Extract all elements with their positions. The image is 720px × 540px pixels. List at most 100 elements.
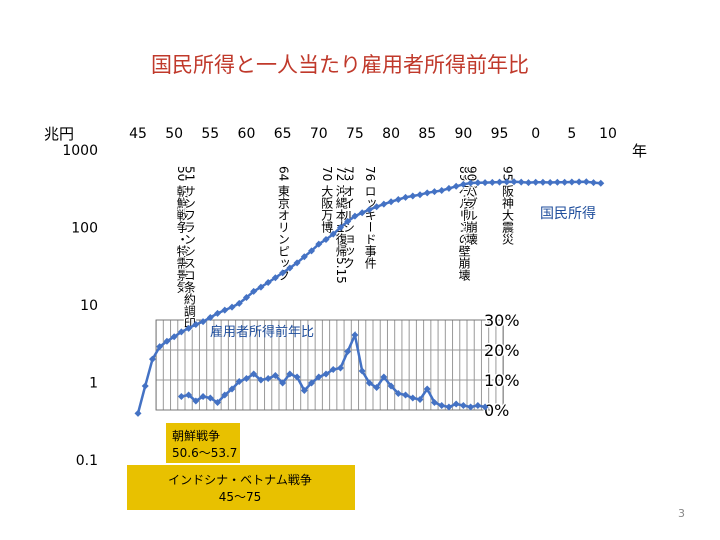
national-income-point <box>423 189 431 197</box>
national-income-point <box>459 180 467 188</box>
y-unit-label: 兆円 <box>44 125 74 143</box>
national-income-point <box>568 178 576 186</box>
event-annotation: 89 ベルリンの壁崩壊 <box>457 166 471 282</box>
national-income-point <box>315 240 323 248</box>
income-series-label: 国民所得 <box>540 205 596 222</box>
plot-area <box>120 150 618 460</box>
national-income-point <box>228 303 236 311</box>
x-tick-label: 5 <box>567 126 576 142</box>
employee-income-point <box>329 366 337 373</box>
indochina-war-box: インドシナ・ベトナム戦争 45～75 <box>127 465 355 510</box>
national-income-point <box>416 191 424 199</box>
national-income-point <box>561 178 569 186</box>
national-income-point <box>474 179 482 187</box>
y2-tick-label: 30% <box>484 311 520 330</box>
employee-income-point <box>351 331 359 339</box>
national-income-point <box>380 200 388 208</box>
national-income-point <box>257 283 265 291</box>
national-income-point <box>170 333 178 341</box>
employee-income-point <box>474 402 482 409</box>
chart-title: 国民所得と一人当たり雇用者所得前年比 <box>151 53 529 77</box>
y-tick-label: 100 <box>71 221 98 237</box>
employee-income-point <box>344 348 352 355</box>
employee-income-point <box>293 373 301 381</box>
national-income-point <box>503 178 511 186</box>
indochina-line2: 45～75 <box>219 490 262 504</box>
employee-income-point <box>358 367 366 375</box>
national-income-point <box>344 217 352 225</box>
x-tick-label: 65 <box>274 126 292 142</box>
korean-war-box: 朝鮮戦争 50.6～53.7 <box>166 423 240 463</box>
national-income-point <box>510 178 518 186</box>
national-income-point <box>387 198 395 206</box>
national-income-point <box>271 274 279 282</box>
employee-income-point <box>214 399 222 406</box>
national-income-point <box>293 259 301 267</box>
national-income-series <box>134 178 605 417</box>
national-income-point <box>329 230 337 238</box>
x-tick-label: 50 <box>165 126 183 142</box>
national-income-point <box>199 318 207 326</box>
event-annotation: 95 阪神大震災 <box>501 166 515 245</box>
national-income-point <box>546 178 554 186</box>
y-tick-label: 1 <box>89 376 98 392</box>
employee-income-point <box>336 364 344 372</box>
korean-war-line1: 朝鮮戦争 <box>172 429 220 443</box>
national-income-point <box>206 313 214 321</box>
national-income-point <box>336 224 344 231</box>
national-income-point <box>279 269 287 277</box>
x-tick-labels: 45 50 55 60 65 70 75 80 85 90 95 0 5 10 <box>129 126 617 142</box>
employee-income-point <box>365 379 373 387</box>
employee-income-point <box>308 379 316 387</box>
national-income-point <box>481 179 489 187</box>
national-income-point <box>467 179 475 187</box>
employee-income-point <box>373 384 381 391</box>
employee-income-point <box>206 394 214 402</box>
national-income-point <box>148 355 156 363</box>
national-income-point <box>235 299 243 307</box>
x-tick-label: 90 <box>454 126 472 142</box>
employee-income-point <box>185 391 193 399</box>
national-income-point <box>365 206 373 214</box>
national-income-point <box>452 182 460 190</box>
employee-income-point <box>315 373 323 381</box>
x-tick-label: 75 <box>346 126 364 142</box>
x-tick-label: 95 <box>491 126 509 142</box>
y2-tick-labels: 30% 20% 10% 0% <box>483 310 522 422</box>
event-annotation: 70 大阪万博 <box>320 166 334 233</box>
employee-income-point <box>322 370 330 378</box>
national-income-point <box>163 337 171 345</box>
employee-income-point <box>416 396 424 403</box>
y-tick-label: 10 <box>80 298 98 314</box>
national-income-point <box>264 279 272 287</box>
national-income-point <box>322 236 330 244</box>
national-income-point <box>517 178 525 186</box>
employee-income-point <box>402 391 410 399</box>
indochina-line1: インドシナ・ベトナム戦争 <box>168 473 312 487</box>
national-income-point <box>358 209 366 217</box>
employee-grid-frame <box>155 319 504 411</box>
national-income-point <box>373 203 381 211</box>
employee-income-point <box>199 393 207 400</box>
x-tick-label: 85 <box>418 126 436 142</box>
y-tick-label: 1000 <box>62 143 98 159</box>
employee-income-point <box>228 385 236 393</box>
national-income-point <box>539 178 547 186</box>
employee-income-point <box>264 375 272 382</box>
x-tick-label: 10 <box>599 126 617 142</box>
national-income-point <box>156 343 164 351</box>
national-income-point <box>250 287 258 295</box>
employee-income-point <box>430 399 438 406</box>
national-income-point <box>438 187 446 195</box>
employee-income-series <box>177 330 489 411</box>
national-income-point <box>553 178 561 186</box>
employee-income-point <box>452 400 460 408</box>
korean-war-line2: 50.6～53.7 <box>172 446 237 460</box>
employee-income-point <box>221 391 229 399</box>
employee-income-point <box>467 403 475 411</box>
employee-income-point <box>387 382 395 390</box>
national-income-point <box>214 309 222 317</box>
national-income-point <box>177 328 185 336</box>
y-tick-labels: 1000 100 10 1 0.1 <box>62 143 98 469</box>
